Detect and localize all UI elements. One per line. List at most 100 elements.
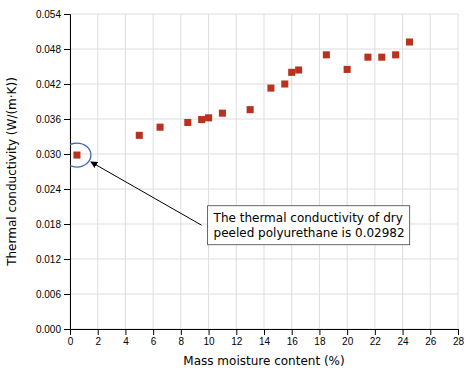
tick-mark — [125, 329, 126, 335]
point — [378, 54, 385, 61]
tick: 0.030 — [36, 149, 70, 160]
tick: 8 — [179, 329, 185, 347]
tick-label: 18 — [314, 336, 326, 347]
grid-line — [70, 49, 458, 50]
tick-label: 12 — [231, 336, 243, 347]
tick: 14 — [259, 329, 271, 347]
tick-label: 0.024 — [36, 184, 61, 195]
grid-line — [70, 84, 458, 85]
tick: 10 — [204, 329, 216, 347]
tick-label: 4 — [123, 336, 129, 347]
tick-label: 8 — [179, 336, 185, 347]
grid-line — [70, 119, 458, 120]
grid-line — [264, 14, 265, 329]
tick-mark — [209, 329, 210, 335]
grid-line — [125, 14, 126, 329]
tick-label: 0.000 — [36, 324, 61, 335]
tick: 18 — [314, 329, 326, 347]
point — [392, 51, 399, 58]
annotation: The thermal conductivity of drypeeled po… — [91, 162, 410, 245]
point — [198, 116, 205, 123]
tick-label: 14 — [259, 336, 271, 347]
tick-label: 16 — [287, 336, 299, 347]
tick-mark — [403, 329, 404, 335]
tick-label: 28 — [453, 336, 465, 347]
point — [295, 66, 302, 73]
x-axis-title: Mass moisture content (%) — [183, 354, 344, 368]
tick: 0.048 — [36, 44, 70, 55]
point — [323, 51, 330, 58]
tick: 22 — [370, 329, 382, 347]
point — [406, 38, 413, 45]
point — [205, 114, 212, 121]
tick: 12 — [231, 329, 243, 347]
tick-mark — [375, 329, 376, 335]
point — [281, 80, 288, 87]
grid-line — [97, 14, 98, 329]
tick-mark — [292, 329, 293, 335]
grid-line — [347, 14, 348, 329]
tick-label: 26 — [425, 336, 437, 347]
tick-mark — [153, 329, 154, 335]
tick-label: 24 — [398, 336, 410, 347]
tick-mark — [64, 329, 70, 330]
grid-line — [208, 14, 209, 329]
tick-mark — [236, 329, 237, 335]
tick-label: 0.030 — [36, 149, 61, 160]
annotation-text: The thermal conductivity of drypeeled po… — [213, 211, 405, 240]
tick-label: 0.006 — [36, 289, 61, 300]
tick-label: 22 — [370, 336, 382, 347]
tick-label: 20 — [342, 336, 354, 347]
point — [288, 69, 295, 76]
tick: 28 — [453, 329, 465, 347]
grid-line — [458, 14, 459, 329]
tick: 20 — [342, 329, 354, 347]
tick: 0.024 — [36, 184, 70, 195]
grid-line — [70, 189, 458, 190]
grid-line — [153, 14, 154, 329]
tick: 6 — [151, 329, 157, 347]
tick-mark — [64, 49, 70, 50]
tick-mark — [64, 294, 70, 295]
tick-label: 0.042 — [36, 79, 61, 90]
tick-mark — [64, 119, 70, 120]
grid-line — [180, 14, 181, 329]
tick-mark — [64, 259, 70, 260]
tick-mark — [64, 84, 70, 85]
point — [184, 119, 191, 126]
grid-line — [402, 14, 403, 329]
tick-label: 0 — [68, 336, 74, 347]
tick: 0.054 — [36, 9, 70, 20]
axis-line — [71, 330, 459, 336]
tick-mark — [264, 329, 265, 335]
chart: 02468101214161820222426280.0000.0060.012… — [0, 0, 474, 375]
grid-line — [70, 14, 458, 15]
tick: 0.018 — [36, 219, 70, 230]
plot: 02468101214161820222426280.0000.0060.012… — [36, 9, 465, 347]
tick: 0.000 — [36, 324, 70, 335]
tick: 24 — [398, 329, 410, 347]
annotation-arrow — [91, 162, 202, 225]
tick: 0.036 — [36, 114, 70, 125]
tick-label: 0.018 — [36, 219, 61, 230]
point — [73, 152, 80, 159]
tick: 2 — [95, 329, 101, 347]
tick: 0.042 — [36, 79, 70, 90]
point — [219, 110, 226, 117]
point — [267, 85, 274, 92]
grid — [70, 14, 458, 329]
tick-mark — [458, 329, 459, 335]
axis-line — [64, 15, 71, 330]
tick-mark — [430, 329, 431, 335]
tick-mark — [319, 329, 320, 335]
tick-label: 0.036 — [36, 114, 61, 125]
tick: 0.012 — [36, 254, 70, 265]
tick: 0 — [68, 329, 74, 347]
tick-mark — [98, 329, 99, 335]
tick-label: 0.054 — [36, 9, 61, 20]
point — [247, 106, 254, 113]
point — [136, 132, 143, 139]
tick-mark — [64, 189, 70, 190]
grid-line — [236, 14, 237, 329]
grid-line — [70, 259, 458, 260]
